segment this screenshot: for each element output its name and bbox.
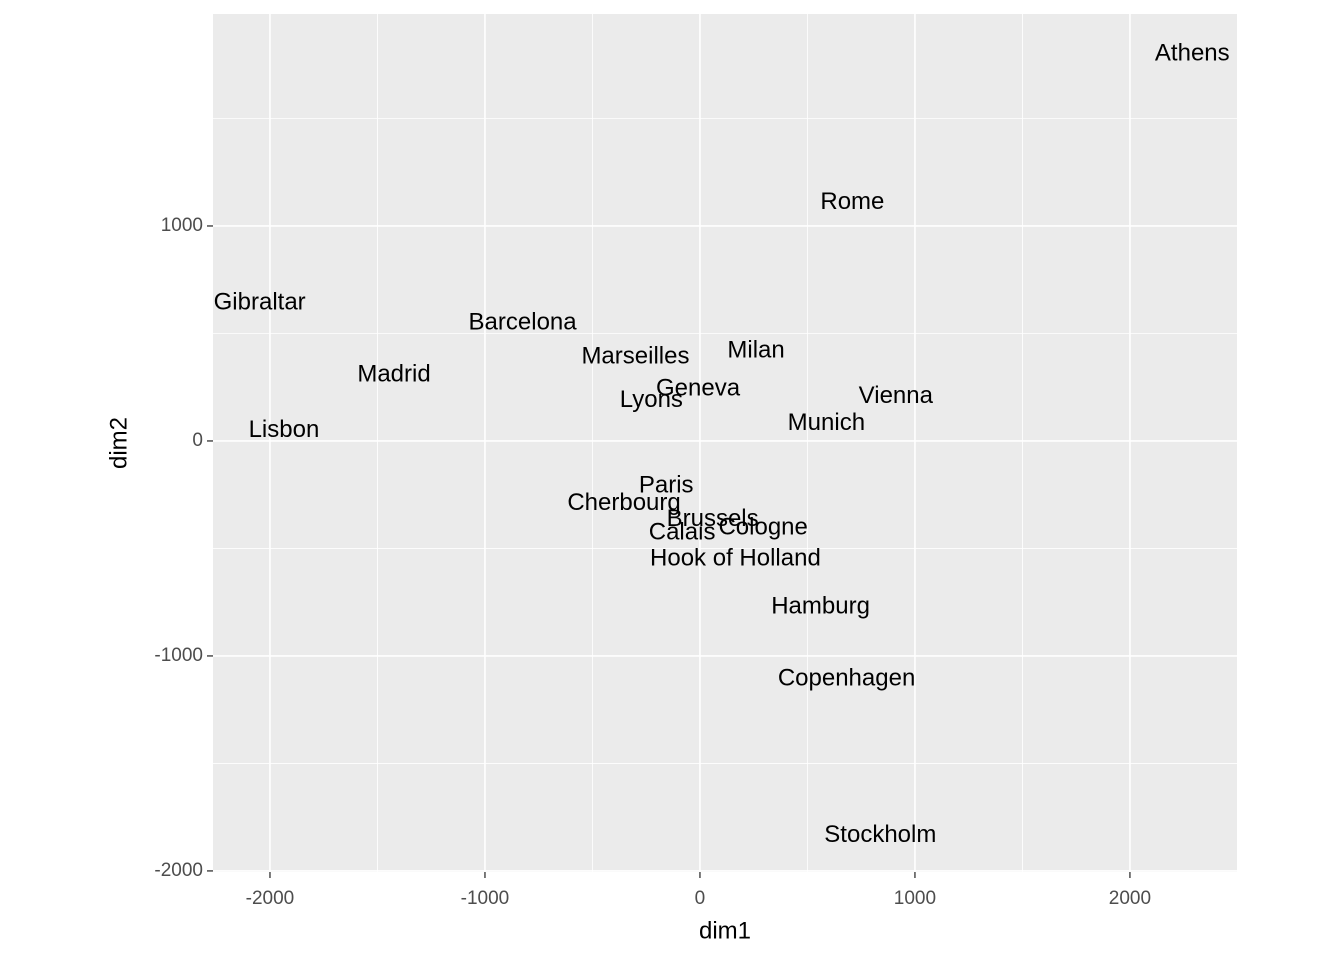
point-label: Madrid [357, 361, 430, 388]
panel [213, 14, 1237, 872]
x-tick-label: 2000 [1109, 888, 1151, 909]
point-label: Munich [788, 409, 865, 436]
x-tick-label: -1000 [461, 888, 510, 909]
point-label: Paris [639, 472, 694, 499]
point-label: Cologne [718, 513, 807, 540]
point-label: Hamburg [771, 592, 870, 619]
y-tick-label: -1000 [154, 645, 203, 666]
point-label: Lisbon [249, 416, 320, 443]
point-label: Cherbourg [567, 489, 680, 516]
y-tick-label: 0 [192, 430, 203, 451]
x-tick-label: -2000 [246, 888, 295, 909]
point-label: Vienna [859, 382, 934, 409]
point-label: Gibraltar [214, 288, 306, 315]
point-label: Barcelona [469, 309, 578, 336]
point-label: Brussels [667, 505, 759, 532]
point-label: Lyons [620, 386, 683, 413]
x-tick-label: 0 [695, 888, 706, 909]
point-label: Stockholm [824, 821, 936, 848]
point-label: Marseilles [581, 343, 689, 370]
y-tick-label: 1000 [161, 215, 203, 236]
point-label: Copenhagen [778, 665, 915, 692]
x-tick-label: 1000 [894, 888, 936, 909]
y-axis-label: dim2 [105, 417, 132, 469]
point-label: Athens [1155, 40, 1230, 67]
point-label: Rome [820, 188, 884, 215]
point-label: Milan [727, 337, 784, 364]
point-label: Calais [649, 519, 716, 546]
grid [213, 14, 1237, 872]
y-tick-label: -2000 [154, 860, 203, 881]
point-label: Hook of Holland [650, 544, 821, 571]
x-axis-label: dim1 [699, 917, 751, 944]
point-label: Geneva [656, 375, 741, 402]
